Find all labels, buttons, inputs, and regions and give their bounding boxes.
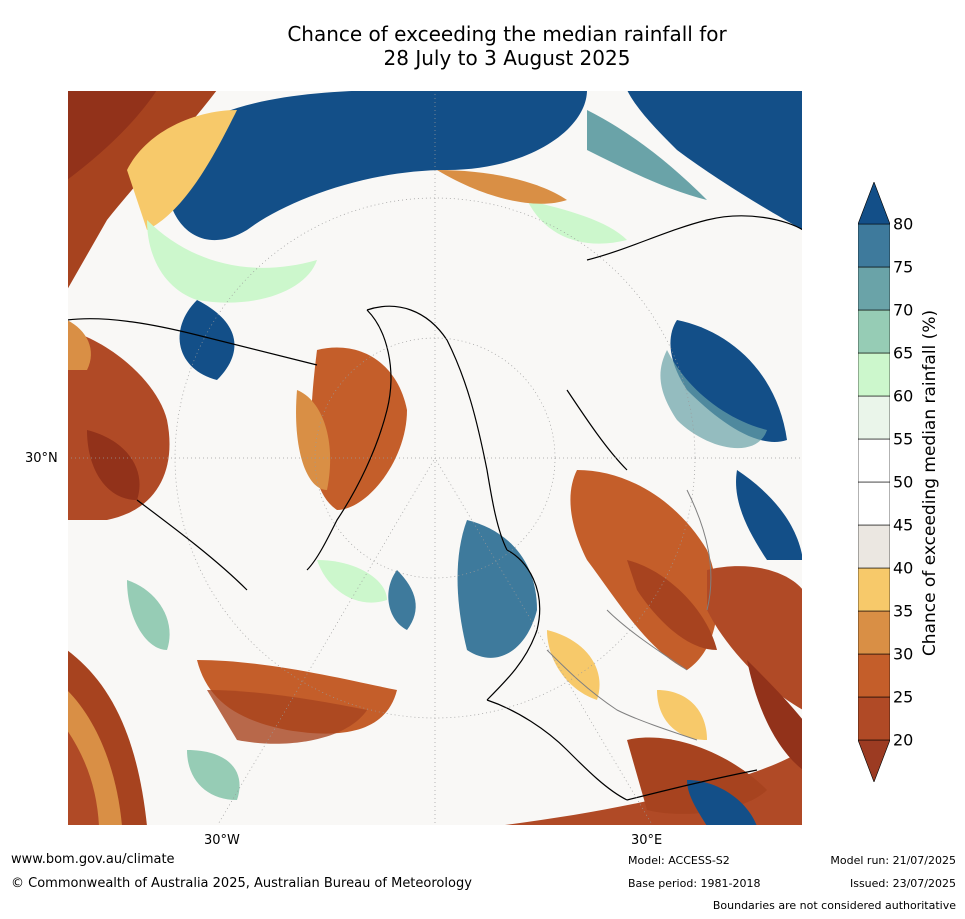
footer-model: Model: ACCESS-S2 bbox=[628, 854, 730, 867]
colorbar-segment bbox=[858, 438, 890, 483]
colorbar-tick-label: 30 bbox=[893, 644, 914, 664]
colorbar-segment bbox=[858, 266, 890, 311]
colorbar-tick-label: 70 bbox=[893, 300, 914, 320]
colorbar-tick-label: 40 bbox=[893, 558, 914, 578]
footer-model-run: Model run: 21/07/2025 bbox=[830, 854, 956, 867]
colorbar-tick-label: 45 bbox=[893, 515, 914, 535]
colorbar-tick-label: 20 bbox=[893, 730, 914, 750]
colorbar-tick-label: 25 bbox=[893, 687, 914, 707]
colorbar-segment bbox=[858, 653, 890, 698]
lon-label-30e: 30°E bbox=[631, 833, 663, 848]
colorbar-segment bbox=[858, 309, 890, 354]
colorbar-tick-label: 50 bbox=[893, 472, 914, 492]
lat-label-30n: 30°N bbox=[25, 451, 58, 466]
colorbar-tick-label: 60 bbox=[893, 386, 914, 406]
rainfall-map bbox=[67, 90, 803, 826]
footer-issued: Issued: 23/07/2025 bbox=[849, 877, 956, 890]
footer-url: www.bom.gov.au/climate bbox=[11, 852, 175, 867]
colorbar-segment bbox=[858, 696, 890, 741]
colorbar-tick-label: 65 bbox=[893, 343, 914, 363]
colorbar-tick-label: 35 bbox=[893, 601, 914, 621]
colorbar-segment-high bbox=[858, 182, 890, 225]
title-line-1: Chance of exceeding the median rainfall … bbox=[287, 22, 727, 46]
colorbar bbox=[858, 182, 890, 782]
colorbar-segment bbox=[858, 610, 890, 655]
colorbar-segment bbox=[858, 352, 890, 397]
footer-base-period: Base period: 1981-2018 bbox=[628, 877, 761, 890]
colorbar-segment bbox=[858, 395, 890, 440]
colorbar-tick-label: 75 bbox=[893, 257, 914, 277]
footer-copyright: © Commonwealth of Australia 2025, Austra… bbox=[11, 876, 472, 891]
colorbar-tick-label: 80 bbox=[893, 214, 914, 234]
colorbar-segment bbox=[858, 223, 890, 268]
title-line-2: 28 July to 3 August 2025 bbox=[383, 46, 631, 70]
colorbar-segment bbox=[858, 524, 890, 569]
colorbar-segment bbox=[858, 481, 890, 526]
colorbar-label: Chance of exceeding median rainfall (%) bbox=[920, 309, 940, 657]
colorbar-tick-label: 55 bbox=[893, 429, 914, 449]
colorbar-segment bbox=[858, 567, 890, 612]
map-title: Chance of exceeding the median rainfall … bbox=[0, 22, 965, 70]
lon-label-30w: 30°W bbox=[204, 833, 240, 848]
colorbar-segment-low bbox=[858, 739, 890, 782]
footer-boundaries: Boundaries are not considered authoritat… bbox=[712, 899, 956, 912]
